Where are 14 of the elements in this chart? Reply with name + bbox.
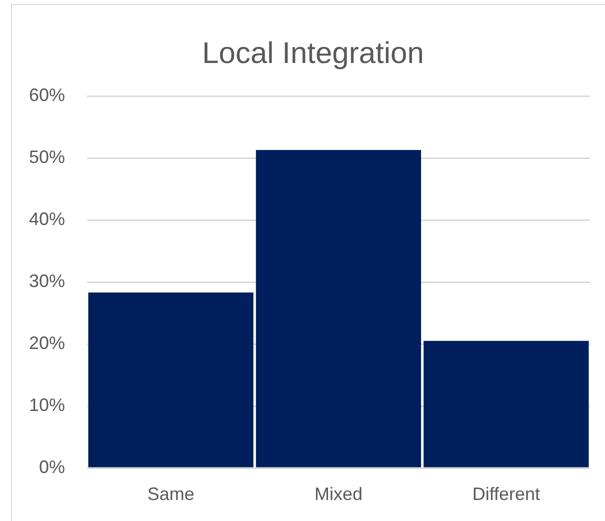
- y-tick-label: 30%: [28, 270, 65, 291]
- x-tick-label: Mixed: [314, 484, 363, 504]
- x-tick-label: Different: [472, 484, 540, 504]
- x-tick-label: Same: [147, 484, 194, 504]
- chart-title: Local Integration: [202, 37, 424, 70]
- y-tick-label: 0%: [38, 456, 65, 477]
- bar: [424, 340, 589, 468]
- y-tick-label: 40%: [28, 208, 65, 229]
- y-tick-label: 10%: [28, 394, 65, 415]
- bar: [88, 292, 254, 468]
- y-tick-label: 20%: [28, 332, 65, 353]
- bar: [256, 150, 422, 468]
- y-tick-label: 50%: [28, 146, 65, 167]
- y-tick-label: 60%: [28, 84, 65, 105]
